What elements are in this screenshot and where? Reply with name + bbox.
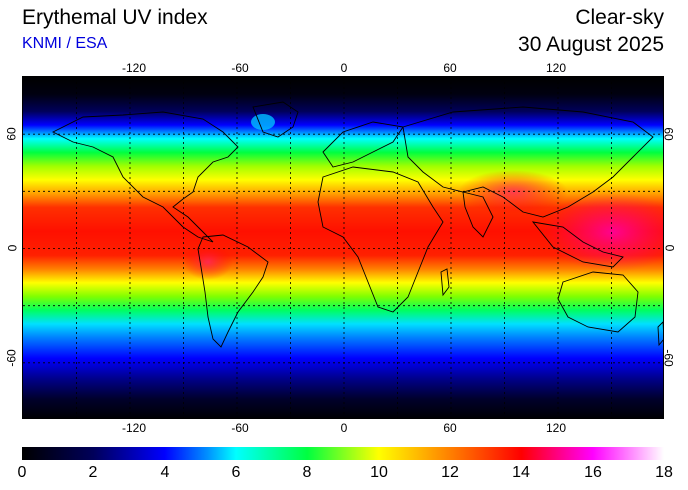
colorbar-label: 10	[370, 464, 388, 481]
lon-tick-top: 60	[443, 61, 457, 75]
lat-tick-left: 60	[4, 127, 19, 141]
uv-index-map	[22, 76, 664, 419]
colorbar-label: 16	[584, 464, 602, 481]
coast-greenland	[252, 101, 299, 138]
uv-map-svg	[23, 77, 663, 418]
uv-hotspot-tibet	[458, 170, 568, 214]
sky-condition: Clear-sky	[575, 6, 664, 29]
coast-india	[462, 191, 494, 238]
colorbar-label: 14	[512, 464, 530, 481]
lon-tick-bottom: 60	[443, 421, 457, 435]
map-date: 30 August 2025	[518, 33, 664, 56]
lon-tick-bottom: 120	[545, 421, 567, 435]
coast-south-america	[197, 234, 269, 348]
lon-tick-bottom: -60	[231, 421, 249, 435]
lon-tick-top: -60	[231, 61, 249, 75]
lon-tick-bottom: 0	[340, 421, 348, 435]
colorbar-label: 8	[302, 464, 312, 481]
lat-tick-left: -60	[4, 349, 19, 367]
colorbar-svg	[22, 447, 664, 460]
data-source: KNMI / ESA	[22, 35, 108, 52]
uv-colorbar	[22, 447, 664, 460]
uv-hotspot-andes	[183, 244, 233, 280]
lon-tick-top: -120	[121, 61, 147, 75]
lon-tick-top: 0	[340, 61, 348, 75]
coast-africa	[317, 166, 444, 313]
coast-australia	[557, 271, 639, 333]
coast-asia	[402, 106, 654, 218]
lon-tick-top: 120	[545, 61, 567, 75]
lon-tick-bottom: -120	[121, 421, 147, 435]
map-title: Erythemal UV index	[22, 6, 208, 29]
coast-new-zealand	[657, 321, 663, 347]
colorbar-label: 18	[655, 464, 673, 481]
colorbar-fill	[22, 447, 664, 460]
lat-tick-right: 0	[662, 244, 677, 252]
colorbar-label: 12	[441, 464, 459, 481]
colorbar-label: 2	[88, 464, 98, 481]
coast-southeast-asia	[531, 221, 624, 268]
greenland-cyan	[251, 114, 275, 130]
colorbar-label: 0	[17, 464, 27, 481]
colorbar-label: 6	[231, 464, 241, 481]
coast-madagascar	[440, 268, 450, 297]
colorbar-label: 4	[160, 464, 170, 481]
uv-hotspot-pacific	[543, 192, 663, 272]
lat-tick-left: 0	[5, 244, 20, 252]
coast-europe	[322, 121, 404, 168]
graticule	[23, 77, 663, 418]
